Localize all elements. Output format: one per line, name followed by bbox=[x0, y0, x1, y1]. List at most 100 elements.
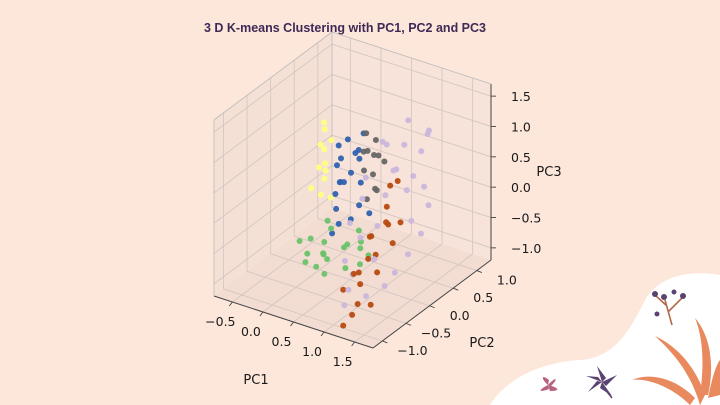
axis-edges bbox=[213, 31, 492, 349]
grid-line bbox=[270, 253, 430, 307]
data-point bbox=[321, 270, 328, 277]
data-point bbox=[329, 230, 336, 237]
data-point bbox=[381, 158, 388, 165]
x-tick-label: 0.5 bbox=[272, 334, 292, 349]
grid-line bbox=[331, 43, 492, 97]
data-point bbox=[372, 185, 379, 192]
data-point bbox=[370, 171, 376, 178]
data-point bbox=[296, 238, 303, 244]
data-point bbox=[389, 240, 396, 247]
data-point bbox=[355, 269, 362, 276]
data-point bbox=[363, 293, 369, 300]
data-point bbox=[425, 202, 432, 209]
data-point bbox=[365, 255, 372, 262]
grid-line bbox=[354, 253, 473, 343]
data-point bbox=[357, 234, 364, 241]
x-tick-label: −0.5 bbox=[205, 314, 235, 329]
data-point bbox=[372, 137, 379, 143]
data-point bbox=[361, 167, 367, 174]
data-point bbox=[344, 136, 351, 143]
grid-line bbox=[331, 74, 492, 127]
data-point bbox=[374, 269, 381, 276]
grid-line bbox=[331, 134, 492, 188]
z-tick-label: −0.5 bbox=[511, 211, 541, 226]
grid-line bbox=[213, 195, 333, 285]
x-axis-label: PC1 bbox=[243, 373, 268, 388]
data-point bbox=[374, 223, 381, 229]
data-point bbox=[321, 175, 328, 182]
y-tick-label: −1.0 bbox=[397, 343, 427, 358]
data-point bbox=[418, 230, 424, 237]
data-point bbox=[324, 217, 331, 224]
data-point bbox=[401, 141, 408, 148]
y-tick-mark bbox=[382, 340, 388, 344]
data-point bbox=[362, 174, 369, 181]
z-axis-label: PC3 bbox=[536, 165, 561, 180]
data-point bbox=[332, 191, 339, 197]
y-axis-line bbox=[372, 259, 492, 349]
data-point bbox=[354, 301, 361, 307]
data-point bbox=[366, 210, 373, 217]
y-tick-label: 0.5 bbox=[473, 290, 493, 305]
data-point bbox=[335, 220, 342, 227]
data-point bbox=[341, 244, 347, 251]
grid-line bbox=[213, 104, 333, 194]
data-point bbox=[316, 164, 322, 171]
data-point bbox=[308, 185, 315, 192]
axis-panes bbox=[214, 32, 491, 348]
grid-line bbox=[317, 218, 477, 271]
data-point bbox=[408, 217, 415, 224]
y-axis-label: PC2 bbox=[469, 336, 494, 351]
data-point bbox=[313, 263, 320, 270]
data-point bbox=[372, 251, 379, 258]
slide-title: 3 D K-means Clustering with PC1, PC2 and… bbox=[203, 21, 486, 35]
data-point bbox=[356, 155, 363, 162]
data-point bbox=[394, 178, 401, 184]
data-point bbox=[359, 195, 366, 202]
data-point bbox=[349, 311, 356, 318]
data-point bbox=[363, 130, 370, 137]
data-point bbox=[391, 269, 398, 276]
z-tick-label: 1.5 bbox=[511, 89, 531, 104]
data-point bbox=[307, 235, 314, 242]
data-point bbox=[334, 162, 340, 169]
tick-labels: −0.50.00.51.01.5−1.0−0.50.00.51.0−1.0−0.… bbox=[205, 89, 541, 369]
grid-line bbox=[331, 165, 492, 218]
data-point bbox=[321, 239, 328, 245]
x-tick-label: 1.5 bbox=[333, 354, 353, 369]
data-point bbox=[352, 150, 359, 156]
x-tick-label: 1.0 bbox=[302, 344, 322, 359]
data-point bbox=[346, 220, 353, 226]
data-point bbox=[410, 173, 417, 179]
data-point bbox=[348, 169, 354, 176]
data-point bbox=[336, 179, 343, 186]
z-tick-label: 1.0 bbox=[511, 119, 531, 134]
data-point bbox=[338, 155, 344, 162]
grid-line bbox=[331, 104, 492, 158]
data-point bbox=[403, 187, 410, 194]
data-point bbox=[333, 205, 340, 212]
y-tick-mark bbox=[405, 322, 412, 326]
z-tick-label: 0.0 bbox=[511, 180, 531, 195]
grid-line bbox=[246, 270, 407, 324]
data-point bbox=[357, 179, 364, 186]
grid-line bbox=[223, 288, 383, 342]
grid-line bbox=[293, 233, 412, 323]
data-point bbox=[317, 141, 324, 148]
data-point bbox=[324, 256, 331, 263]
data-point bbox=[397, 219, 404, 226]
x-tick-mark bbox=[351, 341, 356, 347]
grid-line bbox=[213, 43, 333, 133]
data-point bbox=[340, 286, 347, 293]
x-tick-mark bbox=[320, 331, 325, 337]
data-point bbox=[382, 192, 389, 199]
data-point bbox=[328, 137, 335, 144]
y-tick-label: 1.0 bbox=[497, 273, 517, 288]
data-point bbox=[357, 281, 364, 288]
data-point bbox=[421, 183, 428, 190]
data-point bbox=[341, 257, 348, 264]
z-tick-label: 0.5 bbox=[511, 150, 531, 165]
grid-line bbox=[213, 134, 333, 224]
y-tick-mark bbox=[429, 305, 435, 309]
z-tick-label: −1.0 bbox=[511, 241, 541, 256]
